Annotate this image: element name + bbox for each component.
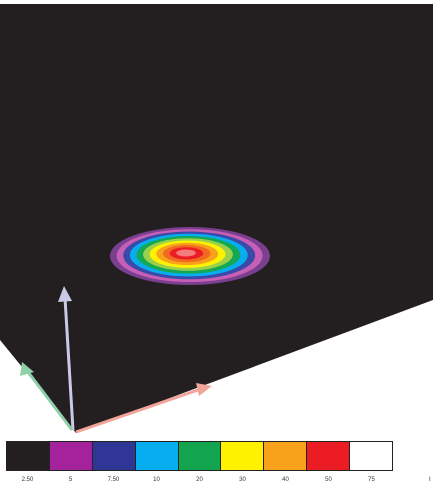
colormap-tick-label: 30 (239, 477, 246, 483)
z-axis-arrowhead (58, 286, 72, 302)
intensity-ring (176, 249, 196, 257)
legend-end-label: I (429, 477, 431, 483)
y-axis-arrow (26, 371, 74, 431)
intensity-spot (110, 227, 270, 285)
ground-plane (0, 4, 433, 433)
colormap-swatch (350, 442, 393, 470)
z-axis-arrow (63, 297, 75, 431)
colormap-swatch (178, 442, 222, 470)
colormap-legend (6, 441, 393, 471)
colormap-tick-label: 20 (196, 477, 203, 483)
colormap-swatch (307, 442, 351, 470)
colormap-swatch (7, 442, 50, 470)
coordinate-axes (20, 286, 212, 434)
colormap-labels: 2.50 5 7.50 10 20 30 40 50 75 (6, 476, 393, 486)
colormap-swatch (264, 442, 308, 470)
y-axis-arrowhead (20, 362, 34, 376)
colormap-tick-label: 50 (325, 477, 332, 483)
colormap-tick-label: 5 (68, 477, 73, 483)
colormap-swatch (221, 442, 265, 470)
x-axis-arrowhead (196, 383, 212, 396)
3d-plot-scene (0, 4, 433, 434)
colormap-swatch (92, 442, 136, 470)
colormap-swatch (135, 442, 179, 470)
colormap-tick-label: 7.50 (107, 477, 120, 483)
colormap-tick-label: 75 (368, 477, 375, 483)
colormap-tick-label: 2.50 (21, 477, 34, 483)
colormap-swatch (49, 442, 93, 470)
x-axis-arrow (75, 388, 199, 434)
colormap-tick-label: 40 (282, 477, 289, 483)
colormap-tick-label: 10 (153, 477, 160, 483)
